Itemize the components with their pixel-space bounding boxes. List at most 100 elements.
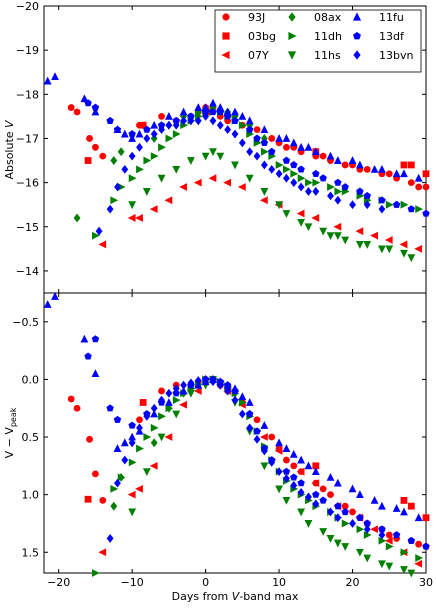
data-point-13bvn (128, 438, 136, 448)
data-point-13bvn (312, 499, 320, 509)
data-point-11dh (415, 554, 424, 562)
data-point-13bvn (275, 169, 283, 179)
data-point-13df (128, 130, 136, 138)
data-point-13bvn (349, 200, 356, 210)
data-point-11hs (201, 152, 210, 161)
legend-label-11fu: 11fu (379, 11, 404, 24)
data-point-11hs (326, 535, 335, 543)
data-point-11fu (355, 490, 364, 499)
data-point-13df (363, 519, 371, 527)
data-point-11fu (238, 392, 247, 401)
data-point-07Y (311, 214, 320, 222)
data-point-13bvn (209, 116, 217, 126)
data-point-08ax (110, 156, 118, 165)
data-point-13bvn (172, 120, 180, 130)
data-point-13bvn (143, 134, 151, 143)
data-point-11fu (179, 107, 188, 116)
data-point-07Y (135, 484, 143, 493)
data-point-08ax (150, 438, 158, 448)
legend-marker-08ax (288, 12, 296, 22)
data-point-11fu (51, 72, 59, 81)
data-point-93J (268, 433, 276, 441)
data-point-11dh (128, 174, 137, 183)
data-point-13bvn (165, 388, 173, 398)
data-point-13bvn (194, 376, 202, 385)
data-point-11dh (334, 187, 343, 196)
data-point-13df (356, 187, 364, 195)
data-point-13df (113, 125, 122, 133)
data-point-93J (268, 135, 276, 142)
data-point-03bg (84, 157, 92, 164)
data-point-07Y (164, 433, 173, 441)
data-point-93J (290, 462, 298, 470)
data-point-11dh (415, 205, 424, 214)
data-point-13df (245, 125, 254, 133)
data-point-13bvn (305, 187, 312, 196)
data-point-11fu (43, 76, 52, 85)
data-point-11fu (51, 292, 59, 300)
data-point-11fu (150, 120, 159, 129)
data-point-11hs (304, 520, 313, 528)
data-point-11hs (128, 201, 137, 210)
data-point-11fu (194, 103, 203, 111)
legend-marker-03bg (222, 32, 230, 40)
data-point-13bvn (136, 142, 143, 152)
data-point-11fu (120, 438, 129, 447)
data-point-11fu (245, 116, 254, 125)
x-tick-label: 0 (202, 576, 209, 589)
data-point-07Y (149, 205, 158, 214)
data-point-11hs (363, 241, 372, 249)
data-point-11fu (400, 169, 408, 178)
data-point-13df (407, 205, 416, 213)
data-point-13df (312, 169, 320, 177)
data-point-11dh (92, 569, 100, 577)
data-point-11dh (283, 165, 291, 174)
data-point-13df (422, 542, 430, 550)
data-point-13bvn (136, 423, 143, 433)
data-point-13df (282, 156, 291, 164)
data-point-13bvn (202, 375, 210, 384)
data-point-03bg (400, 497, 408, 504)
y-tick-label: −16 (16, 177, 39, 190)
data-point-11fu (231, 107, 239, 116)
data-point-93J (86, 435, 93, 443)
data-point-13bvn (95, 226, 103, 236)
data-point-13bvn (150, 129, 158, 139)
data-point-93J (92, 470, 99, 478)
data-point-11hs (128, 508, 137, 517)
data-point-11fu (120, 129, 129, 138)
data-point-07Y (370, 231, 378, 240)
data-point-13df (378, 525, 386, 533)
data-point-11fu (400, 507, 408, 516)
data-point-11fu (128, 134, 137, 142)
data-point-13df (91, 335, 100, 343)
data-point-13bvn (121, 164, 129, 174)
data-point-13bvn (106, 204, 114, 214)
data-point-11hs (282, 210, 291, 218)
data-point-13df (84, 352, 92, 360)
data-point-93J (327, 491, 334, 499)
data-point-93J (99, 152, 107, 160)
legend-marker-07Y (221, 50, 230, 60)
data-point-13df (157, 121, 166, 129)
data-point-11dh (128, 458, 137, 467)
data-point-11dh (356, 525, 365, 534)
data-point-11fu (80, 94, 89, 103)
data-point-13bvn (363, 524, 371, 534)
y-tick-label: 1.5 (22, 546, 40, 559)
data-point-11dh (136, 444, 144, 453)
data-point-13df (312, 490, 320, 498)
data-point-11fu (348, 156, 357, 164)
data-point-13bvn (327, 507, 334, 517)
data-point-11fu (164, 111, 173, 120)
data-point-93J (253, 416, 261, 424)
data-point-11dh (378, 536, 387, 545)
data-point-13bvn (349, 519, 356, 528)
data-point-11hs (385, 245, 394, 254)
data-point-13df (341, 508, 349, 516)
data-point-11fu (370, 496, 379, 504)
x-tick-label: 30 (419, 576, 433, 589)
data-point-11fu (304, 461, 313, 470)
data-point-11hs (400, 249, 408, 258)
